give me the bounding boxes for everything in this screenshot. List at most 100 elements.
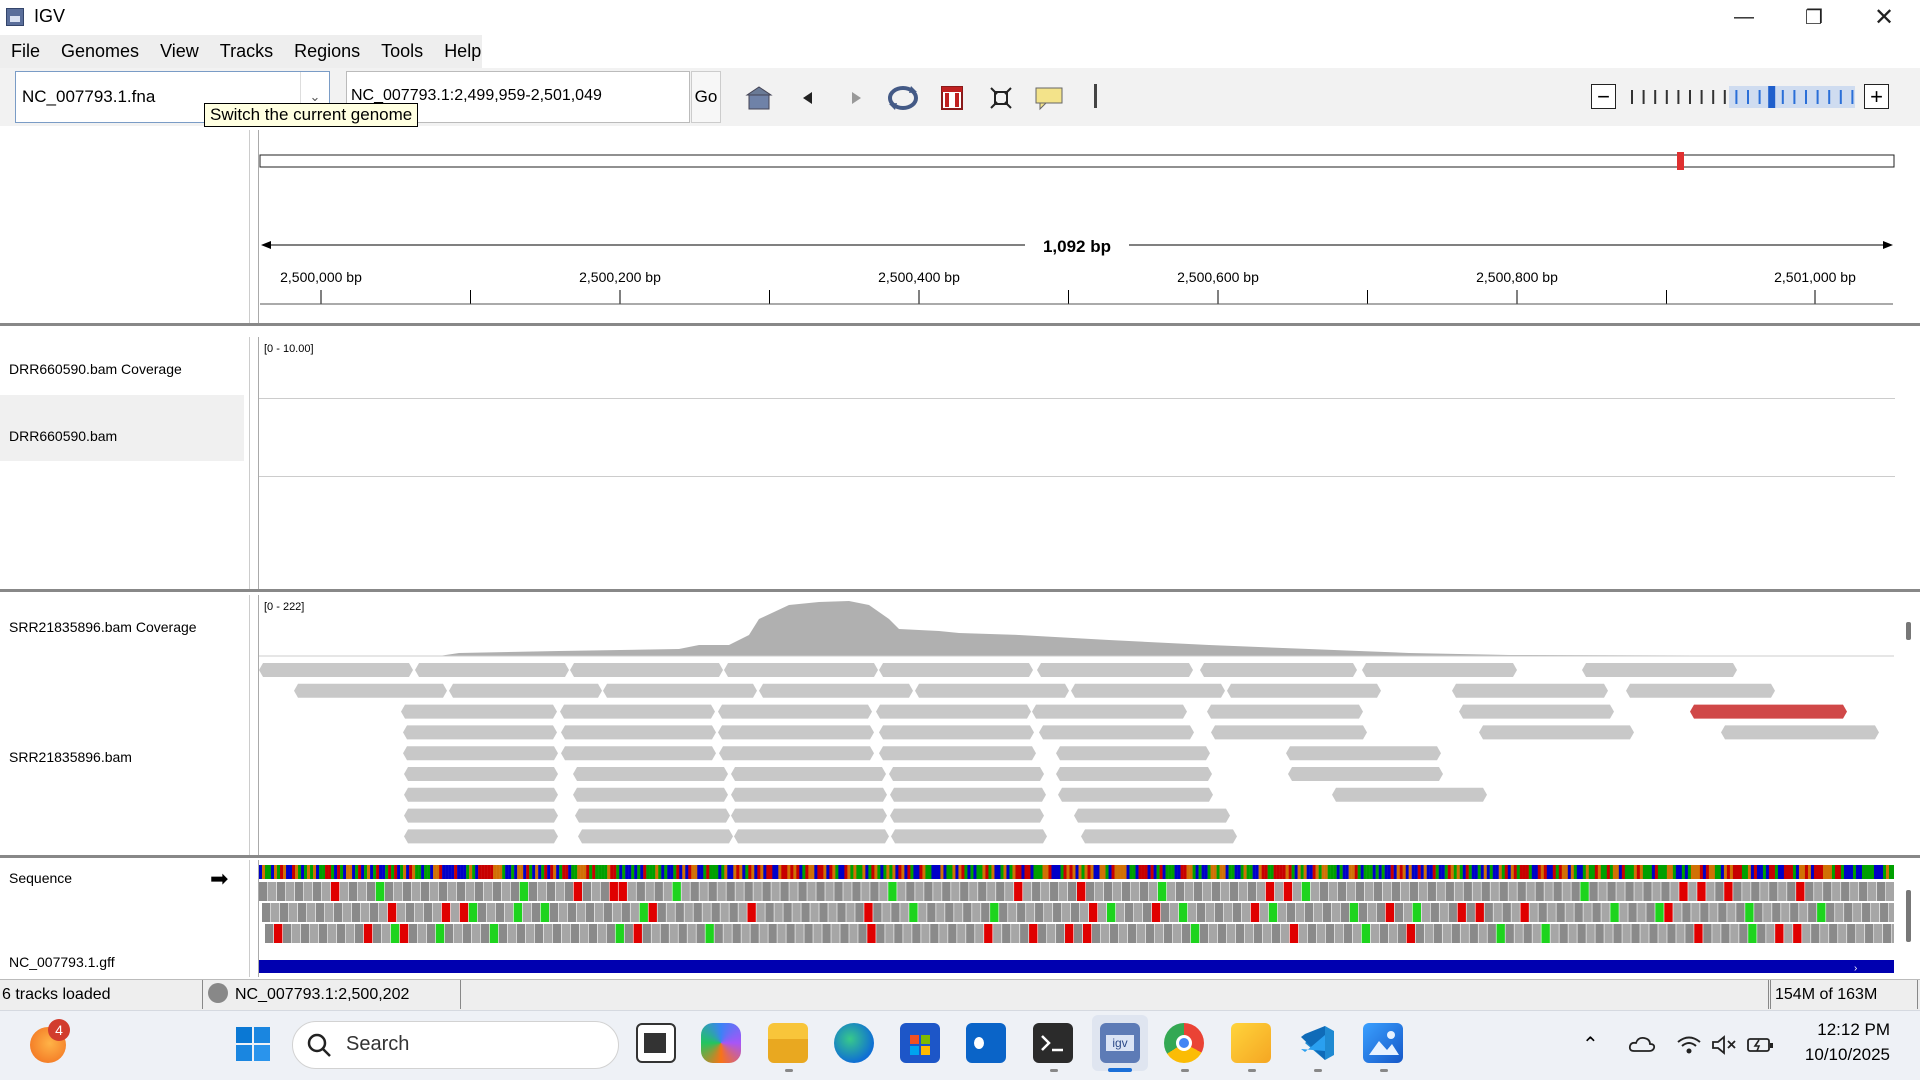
onedrive-icon[interactable] — [1628, 1034, 1656, 1059]
sequence-base — [766, 865, 770, 879]
roi-icon[interactable] — [936, 82, 968, 114]
chevron-up-icon[interactable]: ⌃ — [1582, 1034, 1599, 1056]
start-icon[interactable] — [235, 1026, 271, 1062]
task-view-icon[interactable] — [636, 1023, 676, 1063]
menu-tools[interactable]: Tools — [381, 41, 424, 61]
sequence-base — [1147, 865, 1151, 879]
alignment-read — [915, 683, 1069, 698]
fit-icon[interactable] — [985, 82, 1017, 114]
sequence-base — [460, 865, 464, 879]
sequence-base — [1774, 865, 1779, 879]
alignment-read — [718, 725, 874, 740]
file-explorer-icon[interactable] — [768, 1023, 808, 1063]
terminal-icon[interactable] — [1033, 1023, 1073, 1063]
menu-regions[interactable]: Regions — [294, 41, 361, 61]
sequence-base — [1762, 865, 1767, 879]
outlook-icon[interactable] — [966, 1023, 1006, 1063]
zoom-in-button[interactable]: + — [1864, 84, 1889, 109]
srr-coverage-track-name[interactable]: SRR21835896.bam Coverage — [9, 619, 197, 635]
feature-scrollbar[interactable] — [1906, 890, 1911, 942]
codon — [1541, 924, 1550, 943]
vscode-icon[interactable] — [1297, 1023, 1337, 1063]
restore-icon[interactable]: ❐ — [1805, 6, 1823, 29]
zoom-slider[interactable] — [1625, 86, 1855, 108]
drr-bam-track-name[interactable]: DRR660590.bam — [9, 428, 118, 444]
alignment-read — [1288, 767, 1443, 781]
alignment-read — [404, 808, 558, 823]
codon — [981, 903, 990, 922]
igv-icon[interactable]: igv — [1100, 1023, 1140, 1063]
codon — [498, 924, 508, 943]
sequence-base — [1381, 865, 1385, 879]
sequence-base — [835, 865, 839, 879]
codon — [1199, 924, 1209, 943]
clock-time[interactable]: 12:12 PM — [1817, 1020, 1890, 1039]
zoom-out-button[interactable]: − — [1591, 84, 1616, 109]
sequence-base — [1708, 865, 1713, 879]
codon — [852, 882, 861, 901]
codon — [369, 903, 379, 922]
close-icon[interactable]: ✕ — [1873, 3, 1895, 31]
menu-genomes[interactable]: Genomes — [61, 41, 140, 61]
memory-status[interactable]: 154M of 163M — [1770, 980, 1918, 1009]
srr-scrollbar[interactable] — [1906, 622, 1911, 640]
sequence-base — [688, 865, 692, 879]
speaker-muted-icon[interactable] — [1711, 1034, 1737, 1061]
sticky-notes-icon[interactable] — [1231, 1023, 1271, 1063]
copilot-icon[interactable] — [701, 1023, 741, 1063]
sequence-base — [616, 865, 620, 879]
codon — [399, 924, 409, 943]
codon — [1481, 882, 1490, 901]
chevron-down-icon[interactable]: ⌄ — [300, 72, 329, 122]
drr-coverage-track-name[interactable]: DRR660590.bam Coverage — [9, 361, 182, 377]
go-button[interactable]: Go — [691, 71, 721, 123]
home-icon[interactable] — [743, 82, 775, 114]
codon — [525, 924, 535, 943]
panel-divider[interactable] — [0, 589, 1920, 592]
codon — [945, 903, 954, 922]
photos-icon[interactable] — [1363, 1023, 1403, 1063]
srr-alignment-view[interactable] — [259, 595, 1894, 855]
sequence-base — [487, 865, 491, 879]
sequence-base — [397, 865, 401, 879]
chrome-icon[interactable] — [1164, 1023, 1204, 1063]
codon — [1250, 903, 1260, 922]
menu-view[interactable]: View — [160, 41, 199, 61]
popup-info-icon[interactable] — [1033, 82, 1065, 114]
sequence-base — [1081, 865, 1085, 879]
sequence-base — [838, 865, 842, 879]
sequence-base — [1336, 865, 1340, 879]
sequence-track-name[interactable]: Sequence — [9, 870, 73, 886]
codon — [1745, 903, 1754, 922]
sequence-base — [1201, 865, 1205, 879]
back-icon[interactable] — [792, 82, 824, 114]
panel-divider[interactable] — [0, 855, 1920, 858]
menu-tracks[interactable]: Tracks — [219, 41, 274, 61]
codon — [1346, 882, 1356, 901]
codon — [1157, 882, 1167, 901]
srr-bam-track-name[interactable]: SRR21835896.bam — [9, 749, 132, 765]
store-icon[interactable] — [900, 1023, 940, 1063]
clock-date[interactable]: 10/10/2025 — [1804, 1045, 1890, 1064]
forward-icon[interactable] — [840, 82, 872, 114]
wifi-icon[interactable] — [1676, 1034, 1702, 1061]
sequence-base — [1726, 865, 1731, 879]
sequence-base — [1387, 865, 1391, 879]
refresh-icon[interactable] — [887, 82, 919, 114]
sequence-base — [955, 865, 959, 879]
gff-track-name[interactable]: NC_007793.1.gff — [9, 954, 115, 970]
edge-icon[interactable] — [834, 1023, 874, 1063]
sequence-base — [1195, 865, 1199, 879]
codon — [705, 924, 714, 943]
panel-divider[interactable] — [0, 323, 1920, 326]
taskbar-search-box[interactable] — [292, 1021, 619, 1069]
menu-file[interactable]: File — [11, 41, 41, 61]
battery-icon[interactable] — [1746, 1034, 1774, 1061]
sequence-base — [694, 865, 698, 879]
strand-arrow-icon[interactable]: ➡ — [210, 866, 229, 891]
menu-help[interactable]: Help — [444, 41, 482, 61]
zoom-tick — [1712, 90, 1715, 104]
codon — [1550, 924, 1559, 943]
sequence-base — [310, 865, 314, 879]
minimize-icon[interactable]: — — [1734, 5, 1754, 28]
